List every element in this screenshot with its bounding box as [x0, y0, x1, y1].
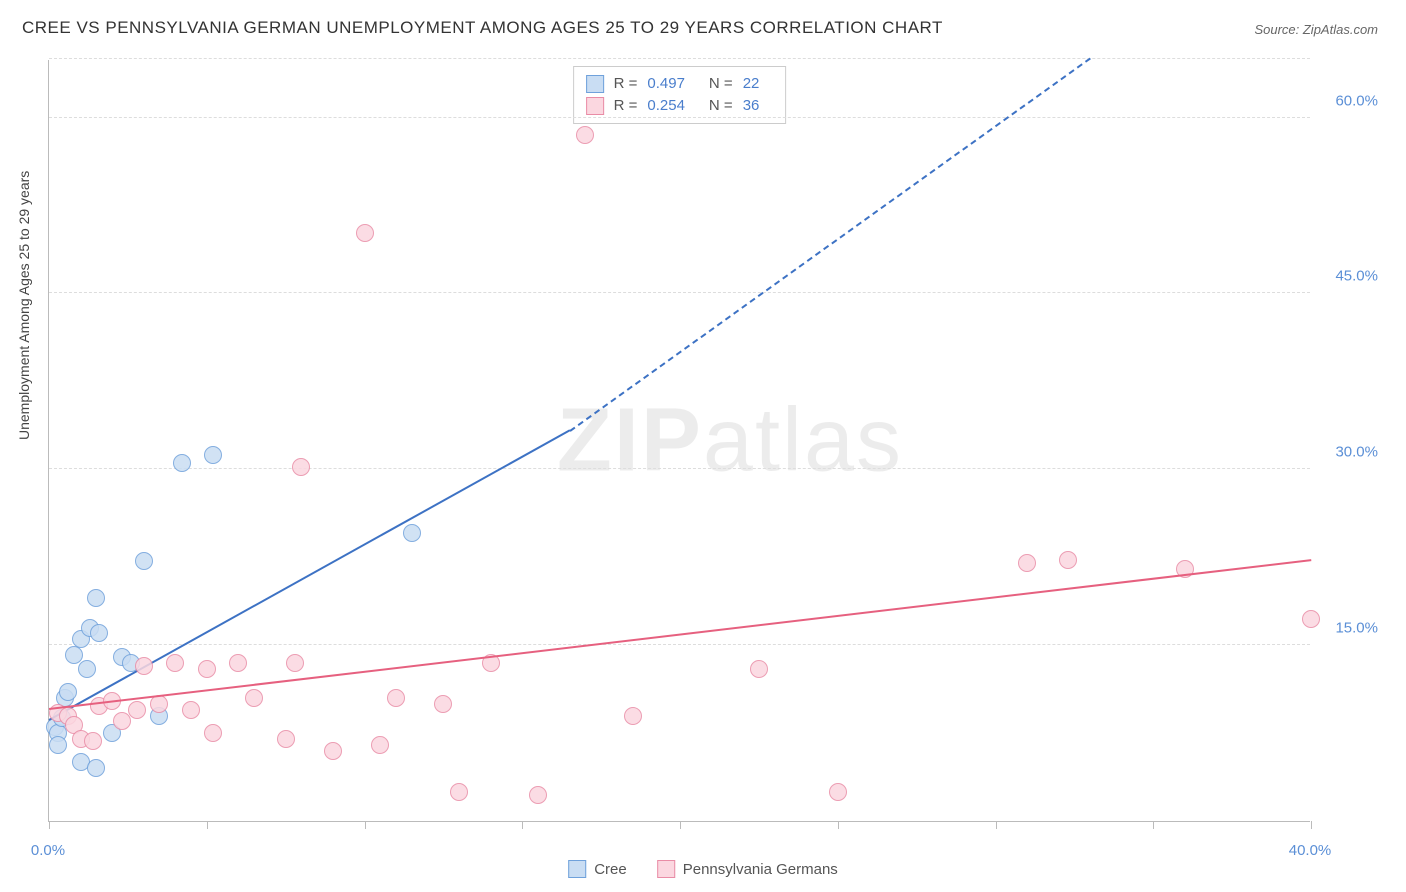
data-point [1018, 554, 1036, 572]
data-point [113, 712, 131, 730]
data-point [198, 660, 216, 678]
data-point [277, 730, 295, 748]
legend-row: R = 0.254 N = 36 [586, 95, 774, 117]
data-point [128, 701, 146, 719]
correlation-legend: R = 0.497 N = 22 R = 0.254 N = 36 [573, 66, 787, 124]
data-point [135, 657, 153, 675]
data-point [403, 524, 421, 542]
data-point [173, 454, 191, 472]
data-point [750, 660, 768, 678]
legend-swatch [657, 860, 675, 878]
data-point [245, 689, 263, 707]
x-tick [365, 821, 366, 829]
gridline [49, 468, 1310, 469]
scatter-chart: ZIPatlas R = 0.497N = 22R = 0.254N = 36 … [48, 60, 1310, 822]
x-tick [996, 821, 997, 829]
data-point [87, 759, 105, 777]
data-point [78, 660, 96, 678]
legend-r-value: 0.497 [647, 73, 685, 95]
legend-n-value: 36 [743, 95, 760, 117]
legend-item: Cree [568, 860, 627, 878]
legend-label: Cree [594, 861, 627, 878]
source-attribution: Source: ZipAtlas.com [1254, 22, 1378, 37]
y-axis-title: Unemployment Among Ages 25 to 29 years [16, 171, 32, 440]
y-tick-label: 30.0% [1335, 444, 1378, 461]
data-point [576, 126, 594, 144]
x-tick-label: 40.0% [1289, 842, 1332, 859]
data-point [529, 786, 547, 804]
x-tick [680, 821, 681, 829]
x-tick [1311, 821, 1312, 829]
x-tick [838, 821, 839, 829]
data-point [286, 654, 304, 672]
legend-swatch [568, 860, 586, 878]
data-point [59, 683, 77, 701]
x-tick [207, 821, 208, 829]
legend-swatch [586, 97, 604, 115]
data-point [90, 624, 108, 642]
data-point [324, 742, 342, 760]
data-point [182, 701, 200, 719]
y-tick-label: 45.0% [1335, 268, 1378, 285]
data-point [166, 654, 184, 672]
y-tick-label: 60.0% [1335, 92, 1378, 109]
data-point [84, 732, 102, 750]
x-tick-label: 0.0% [31, 842, 65, 859]
legend-stat-label: R = [614, 73, 638, 95]
y-tick-label: 15.0% [1335, 620, 1378, 637]
data-point [204, 446, 222, 464]
trend-line [49, 559, 1311, 710]
chart-title: CREE VS PENNSYLVANIA GERMAN UNEMPLOYMENT… [22, 18, 943, 38]
data-point [356, 224, 374, 242]
x-tick [1153, 821, 1154, 829]
data-point [1302, 610, 1320, 628]
legend-swatch [586, 75, 604, 93]
data-point [371, 736, 389, 754]
data-point [229, 654, 247, 672]
data-point [434, 695, 452, 713]
legend-stat-label: N = [709, 95, 733, 117]
gridline [49, 292, 1310, 293]
gridline [49, 644, 1310, 645]
legend-stat-label: R = [614, 95, 638, 117]
data-point [135, 552, 153, 570]
data-point [450, 783, 468, 801]
series-legend: Cree Pennsylvania Germans [568, 860, 838, 878]
data-point [1059, 551, 1077, 569]
gridline [49, 58, 1310, 59]
x-tick [49, 821, 50, 829]
legend-row: R = 0.497 N = 22 [586, 73, 774, 95]
x-tick [522, 821, 523, 829]
data-point [624, 707, 642, 725]
data-point [387, 689, 405, 707]
gridline [49, 117, 1310, 118]
legend-stat-label: N = [709, 73, 733, 95]
legend-item: Pennsylvania Germans [657, 860, 838, 878]
legend-label: Pennsylvania Germans [683, 861, 838, 878]
data-point [292, 458, 310, 476]
legend-r-value: 0.254 [647, 95, 685, 117]
data-point [829, 783, 847, 801]
data-point [87, 589, 105, 607]
data-point [204, 724, 222, 742]
data-point [49, 736, 67, 754]
legend-n-value: 22 [743, 73, 760, 95]
